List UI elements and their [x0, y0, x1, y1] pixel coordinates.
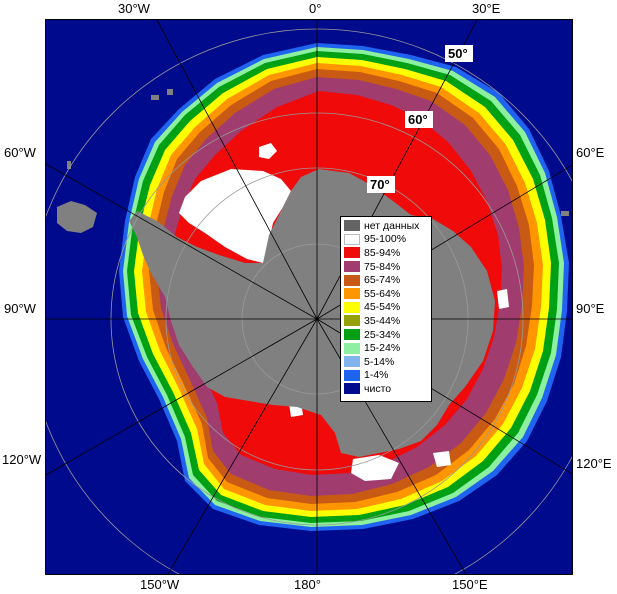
legend-swatch: [344, 329, 360, 341]
lon-label-120w: 120°W: [2, 452, 42, 467]
legend-item: 15-24%: [344, 341, 428, 355]
legend-label: нет данных: [364, 219, 420, 232]
lat-label-60: 60°: [405, 111, 433, 128]
legend-swatch: [344, 342, 360, 354]
legend-swatch: [344, 369, 360, 381]
legend-item: 45-54%: [344, 301, 428, 315]
legend-label: чисто: [364, 382, 392, 395]
legend-label: 75-84%: [364, 260, 401, 273]
legend-swatch: [344, 274, 360, 286]
legend-swatch: [344, 288, 360, 300]
lon-label-0-top: 0°: [309, 1, 322, 16]
lat-label-70-text: 70°: [370, 177, 390, 192]
legend-swatch: [344, 233, 360, 245]
meridian-120w: [46, 318, 318, 476]
ice-patch-95-100-a: [259, 143, 277, 159]
legend-item: 25-34%: [344, 328, 428, 342]
lon-label-120e: 120°E: [576, 456, 612, 471]
nodata-patch-small-3: [67, 161, 71, 169]
legend-label: 25-34%: [364, 328, 401, 341]
legend-swatch: [344, 220, 360, 232]
ice-patch-95-100-b: [497, 289, 509, 309]
lat-label-60-text: 60°: [408, 112, 428, 127]
legend-label: 1-4%: [364, 369, 389, 382]
meridian-150w: [167, 318, 318, 574]
lon-label-30w-top: 30°W: [118, 1, 150, 16]
legend-item: 65-74%: [344, 273, 428, 287]
lon-label-30e-top: 30°E: [472, 1, 501, 16]
legend-item: 35-44%: [344, 314, 428, 328]
nodata-patch-small-2: [167, 89, 173, 95]
legend-item: 5-14%: [344, 355, 428, 369]
legend: нет данных 95-100% 85-94% 75-84% 65-74% 55-64…: [340, 216, 432, 402]
legend-label: 95-100%: [364, 233, 407, 246]
lon-label-150w: 150°W: [140, 577, 180, 592]
lon-label-150e: 150°E: [452, 577, 488, 592]
legend-swatch: [344, 301, 360, 313]
legend-label: 5-14%: [364, 355, 395, 368]
lon-label-90w: 90°W: [4, 301, 36, 316]
legend-label: 55-64%: [364, 287, 401, 300]
lon-label-60w: 60°W: [4, 145, 36, 160]
legend-swatch: [344, 261, 360, 273]
legend-label: 65-74%: [364, 274, 401, 287]
legend-item: чисто: [344, 382, 428, 396]
legend-swatch: [344, 383, 360, 395]
map-canvas: 50° 60° 70°: [46, 20, 572, 574]
meridian-60w: [46, 163, 318, 320]
lat-label-50: 50°: [445, 45, 473, 62]
legend-swatch: [344, 315, 360, 327]
legend-swatch: [344, 356, 360, 368]
legend-swatch: [344, 247, 360, 259]
legend-item: 1-4%: [344, 369, 428, 383]
lat-label-70: 70°: [367, 176, 395, 193]
legend-item: нет данных: [344, 219, 428, 233]
legend-item: 95-100%: [344, 233, 428, 247]
lon-label-90e: 90°E: [576, 301, 605, 316]
legend-item: 75-84%: [344, 260, 428, 274]
nodata-patch-small-4: [561, 211, 569, 216]
ice-patch-95-100-c: [351, 455, 399, 481]
legend-label: 35-44%: [364, 314, 401, 327]
lat-label-50-text: 50°: [448, 46, 468, 61]
legend-label: 45-54%: [364, 301, 401, 314]
lon-label-180: 180°: [294, 577, 321, 592]
nodata-patch-small-1: [151, 95, 159, 100]
lon-label-60e: 60°E: [576, 145, 605, 160]
legend-item: 85-94%: [344, 246, 428, 260]
legend-label: 15-24%: [364, 342, 401, 355]
nodata-patch-peninsula: [57, 201, 97, 233]
legend-label: 85-94%: [364, 246, 401, 259]
ice-patch-95-100-weddell: [179, 169, 291, 263]
sea-ice-map: 50° 60° 70°: [45, 19, 573, 575]
ice-patch-95-100-e: [433, 451, 451, 467]
legend-item: 55-64%: [344, 287, 428, 301]
meridian-30w: [156, 20, 318, 320]
